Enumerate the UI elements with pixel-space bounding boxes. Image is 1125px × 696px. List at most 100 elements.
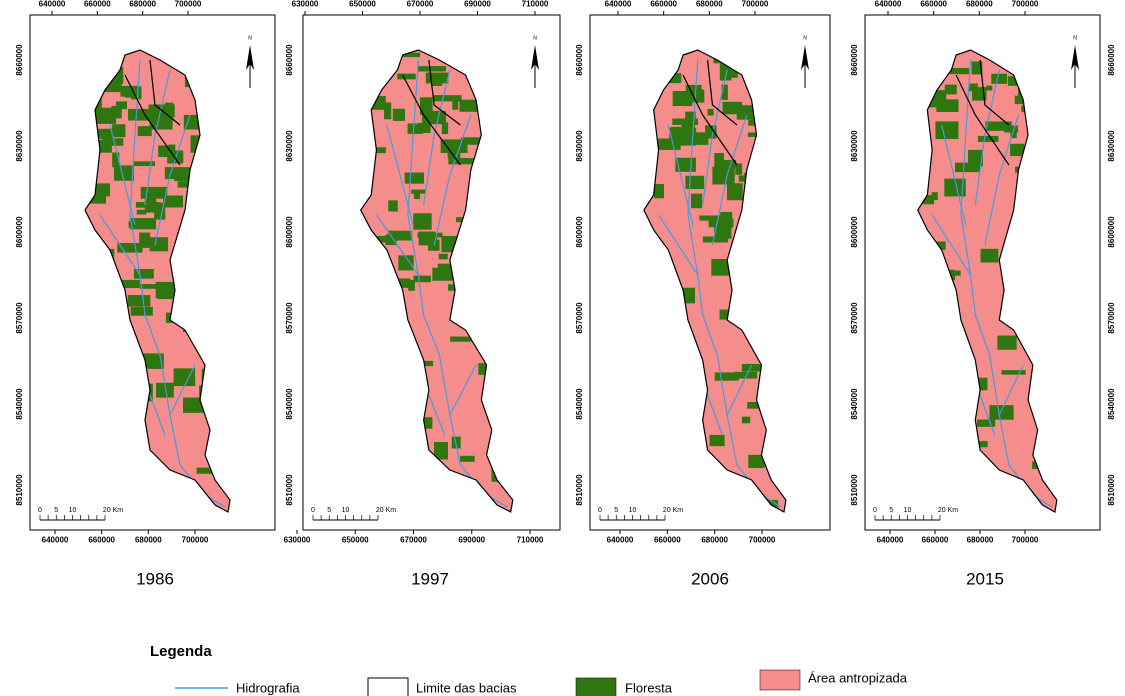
forest-patch: [747, 132, 758, 137]
forest-patch: [112, 124, 126, 138]
forest-patch: [418, 231, 435, 246]
forest-patch: [741, 363, 761, 372]
forest-patch: [989, 405, 1014, 420]
forest-patch: [434, 442, 448, 460]
forest-patch: [690, 193, 703, 209]
forest-patch: [133, 161, 156, 167]
forest-patch: [977, 419, 996, 427]
coordinate-label: 8540000: [850, 388, 859, 420]
forest-patch: [684, 132, 709, 145]
forest-patch: [117, 243, 143, 253]
coordinate-label: 8540000: [15, 388, 24, 420]
coordinate-label: 8660000: [285, 44, 294, 76]
forest-patch: [111, 105, 122, 119]
coordinate-label: 8510000: [850, 474, 859, 506]
forest-patch: [398, 255, 414, 271]
coordinate-label: 670000: [400, 536, 427, 545]
forest-patch: [129, 218, 157, 230]
forest-patch: [681, 121, 695, 133]
scale-label: 0: [598, 507, 602, 514]
forest-patch: [424, 360, 434, 367]
north-label: N: [803, 35, 807, 41]
river: [726, 364, 753, 416]
forest-patch: [954, 162, 981, 173]
forest-patch: [748, 454, 765, 469]
scale-label: 20 Km: [376, 507, 396, 514]
coordinate-label: 700000: [1012, 536, 1039, 545]
forest-patch: [112, 152, 120, 168]
coordinate-label: 660000: [88, 536, 115, 545]
forest-patch: [196, 467, 219, 474]
coordinate-label: 8570000: [575, 302, 584, 334]
coordinate-label: 8600000: [850, 216, 859, 248]
coordinate-label: 680000: [967, 536, 994, 545]
forest-patch: [978, 441, 988, 448]
coordinate-label: 680000: [696, 0, 723, 9]
forest-patch: [971, 61, 983, 75]
forest-patch: [935, 121, 959, 140]
forest-patch: [709, 434, 725, 447]
forest-patch: [113, 165, 134, 181]
forest-patch: [707, 108, 714, 116]
forest-patch: [404, 172, 425, 184]
coordinate-label: 8630000: [285, 130, 294, 162]
coordinate-label: 8600000: [285, 216, 294, 248]
forest-patch: [144, 196, 157, 213]
forest-patch: [135, 300, 144, 306]
river: [99, 214, 141, 276]
forest-patch: [714, 225, 732, 239]
coordinate-label: 680000: [135, 536, 162, 545]
legend-title: Legenda: [150, 643, 212, 660]
forest-patch: [102, 138, 124, 146]
scale-label: 10: [69, 507, 77, 514]
sub-basin-line: [706, 59, 738, 126]
scale-label: 10: [629, 507, 637, 514]
river: [711, 114, 748, 246]
coordinate-label: 8510000: [1107, 474, 1116, 506]
forest-patch: [948, 68, 969, 75]
scale-label: 0: [873, 507, 877, 514]
forest-patch: [166, 150, 183, 155]
coordinate-label: 690000: [458, 536, 485, 545]
sub-basin-line: [149, 59, 181, 126]
coordinate-label: 660000: [650, 0, 677, 9]
coordinate-label: 680000: [701, 536, 728, 545]
coordinate-label: 8630000: [15, 130, 24, 162]
coordinate-label: 660000: [654, 536, 681, 545]
forest-patch: [116, 279, 140, 289]
forest-patch: [714, 153, 725, 169]
sub-basin-line: [402, 74, 461, 166]
forest-patch: [163, 195, 184, 208]
coordinate-label: 8570000: [285, 302, 294, 334]
forest-patch: [1001, 370, 1026, 375]
forest-patch: [997, 335, 1017, 350]
forest-patch: [714, 372, 739, 381]
forest-patch: [388, 200, 398, 212]
scale-label: 5: [614, 507, 618, 514]
forest-patch: [944, 84, 957, 95]
coordinate-label: 8570000: [15, 302, 24, 334]
sub-basin-line: [682, 74, 738, 166]
scale-label: 0: [311, 507, 315, 514]
coordinate-label: 690000: [464, 0, 491, 9]
coordinate-label: 650000: [349, 0, 376, 9]
forest-patch: [741, 416, 751, 424]
river: [974, 69, 1000, 206]
legend-box: [575, 677, 617, 696]
coordinate-label: 8510000: [575, 474, 584, 506]
north-arrow: [1071, 45, 1079, 70]
coordinate-label: 8630000: [575, 130, 584, 162]
forest-patch: [137, 126, 152, 137]
coordinate-label: 700000: [1012, 0, 1039, 9]
river: [428, 394, 446, 436]
basin-outline: [84, 49, 231, 513]
coordinate-label: 8660000: [15, 44, 24, 76]
legend-label: Hidrografia: [236, 680, 300, 695]
coordinate-label: 660000: [920, 0, 947, 9]
forest-patch: [140, 353, 164, 369]
north-label: N: [1073, 35, 1077, 41]
forest-patch: [460, 455, 475, 462]
forest-patch: [460, 137, 490, 145]
scale-label: 10: [904, 507, 912, 514]
